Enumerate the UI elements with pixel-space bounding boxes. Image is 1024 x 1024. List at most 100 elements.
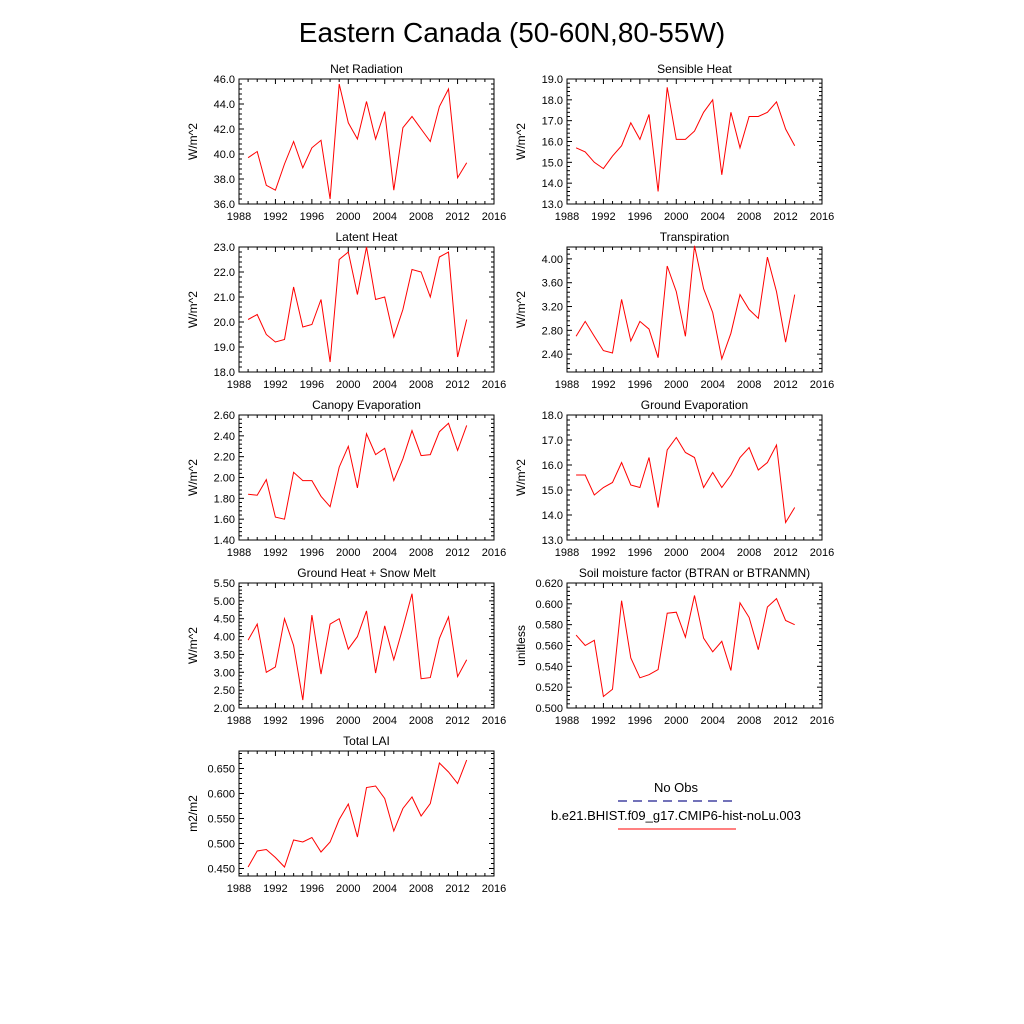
y-tick-label: 19.0 — [542, 74, 563, 86]
y-tick-label: 16.0 — [542, 137, 563, 149]
y-tick-label: 2.20 — [214, 452, 235, 464]
x-tick-label: 2016 — [810, 379, 834, 391]
y-axis-label: m2/m2 — [186, 795, 200, 832]
x-tick-label: 1996 — [300, 547, 324, 559]
x-tick-label: 1992 — [263, 379, 287, 391]
y-tick-label: 14.0 — [542, 178, 563, 190]
y-tick-label: 4.00 — [214, 632, 235, 644]
y-tick-label: 23.0 — [214, 242, 235, 254]
x-tick-label: 1988 — [227, 379, 251, 391]
x-tick-label: 2016 — [482, 379, 506, 391]
y-tick-label: 2.80 — [542, 325, 563, 337]
x-tick-label: 2000 — [336, 211, 360, 223]
figure-title: Eastern Canada (50-60N,80-55W) — [299, 17, 725, 48]
y-tick-label: 3.60 — [542, 278, 563, 290]
chart-panel: Soil moisture factor (BTRAN or BTRANMN) 1… — [514, 566, 834, 727]
y-tick-label: 3.20 — [542, 302, 563, 314]
y-tick-label: 2.50 — [214, 685, 235, 697]
x-tick-label: 1988 — [227, 547, 251, 559]
x-tick-label: 1996 — [628, 211, 652, 223]
y-tick-label: 16.0 — [542, 460, 563, 472]
x-tick-label: 1992 — [263, 715, 287, 727]
y-axis-label: W/m^2 — [514, 291, 528, 328]
y-tick-label: 3.50 — [214, 649, 235, 661]
x-tick-label: 2008 — [737, 379, 761, 391]
y-tick-label: 3.00 — [214, 667, 235, 679]
plot-frame — [566, 78, 823, 205]
y-tick-label: 0.550 — [207, 814, 235, 826]
series-line — [576, 436, 796, 525]
y-tick-label: 0.540 — [535, 661, 563, 673]
x-tick-label: 1988 — [227, 883, 251, 895]
chart-panel: Ground Heat + Snow Melt 1988 1992 1996 2000 2… — [186, 566, 506, 727]
y-tick-label: 17.0 — [542, 116, 563, 128]
x-tick-label: 1992 — [591, 547, 615, 559]
y-tick-label: 4.50 — [214, 614, 235, 626]
x-tick-label: 1992 — [591, 715, 615, 727]
series-line — [575, 87, 796, 192]
plot-frame — [238, 246, 495, 373]
y-tick-label: 1.40 — [214, 535, 235, 547]
x-tick-label: 1996 — [300, 211, 324, 223]
x-tick-label: 2016 — [482, 715, 506, 727]
panel-title: Transpiration — [660, 230, 730, 244]
y-tick-label: 14.0 — [542, 510, 563, 522]
x-tick-label: 2004 — [372, 547, 396, 559]
y-tick-label: 42.0 — [214, 124, 235, 136]
x-tick-label: 1996 — [300, 715, 324, 727]
x-tick-label: 1992 — [263, 547, 287, 559]
plot-frame — [566, 414, 823, 541]
x-tick-label: 1988 — [555, 211, 579, 223]
x-tick-label: 2012 — [445, 211, 469, 223]
legend: No Obs b.e21.BHIST.f09_g17.CMIP6-hist-no… — [551, 780, 801, 830]
y-tick-label: 5.00 — [214, 596, 235, 608]
y-tick-label: 0.600 — [535, 599, 563, 611]
y-tick-label: 18.0 — [214, 367, 235, 379]
x-tick-label: 2016 — [482, 211, 506, 223]
x-tick-label: 2008 — [409, 883, 433, 895]
legend-model-label: b.e21.BHIST.f09_g17.CMIP6-hist-noLu.003 — [551, 808, 801, 823]
x-tick-label: 2008 — [737, 715, 761, 727]
x-tick-label: 1988 — [555, 547, 579, 559]
x-tick-label: 1988 — [227, 211, 251, 223]
x-tick-label: 2012 — [445, 883, 469, 895]
y-tick-label: 5.50 — [214, 578, 235, 590]
plot-frame — [566, 582, 823, 709]
y-tick-label: 1.80 — [214, 493, 235, 505]
legend-obs-label: No Obs — [654, 780, 699, 795]
plot-frame — [238, 750, 495, 877]
y-axis-label: unitless — [514, 625, 528, 666]
x-tick-label: 2016 — [810, 715, 834, 727]
series-line — [575, 245, 796, 361]
x-tick-label: 2008 — [409, 379, 433, 391]
x-tick-label: 2000 — [336, 547, 360, 559]
panel-title: Net Radiation — [330, 62, 403, 76]
y-tick-label: 22.0 — [214, 267, 235, 279]
x-tick-label: 2008 — [409, 715, 433, 727]
y-tick-label: 0.600 — [207, 789, 235, 801]
x-tick-label: 1988 — [555, 715, 579, 727]
y-tick-label: 0.580 — [535, 620, 563, 632]
panel-title: Ground Evaporation — [641, 398, 748, 412]
x-tick-label: 2016 — [810, 547, 834, 559]
chart-panel: Total LAI 1988 1992 1996 2000 2004 2008 2012 201… — [186, 734, 506, 895]
x-tick-label: 1996 — [300, 883, 324, 895]
y-tick-label: 19.0 — [214, 342, 235, 354]
y-tick-label: 0.450 — [207, 864, 235, 876]
x-tick-label: 2008 — [409, 547, 433, 559]
x-tick-label: 2012 — [445, 715, 469, 727]
x-tick-label: 2016 — [810, 211, 834, 223]
x-tick-label: 2004 — [372, 379, 396, 391]
y-tick-label: 4.00 — [542, 254, 563, 266]
x-tick-label: 1992 — [591, 379, 615, 391]
x-tick-label: 2016 — [482, 883, 506, 895]
y-tick-label: 36.0 — [214, 199, 235, 211]
x-tick-label: 1992 — [263, 211, 287, 223]
series-line — [247, 83, 468, 200]
x-tick-label: 2000 — [664, 547, 688, 559]
x-tick-label: 2000 — [664, 715, 688, 727]
chart-panel: Canopy Evaporation 1988 1992 1996 2000 2004 20… — [186, 398, 506, 559]
panel-title: Soil moisture factor (BTRAN or BTRANMN) — [579, 566, 810, 580]
y-tick-label: 20.0 — [214, 317, 235, 329]
x-tick-label: 1992 — [263, 883, 287, 895]
